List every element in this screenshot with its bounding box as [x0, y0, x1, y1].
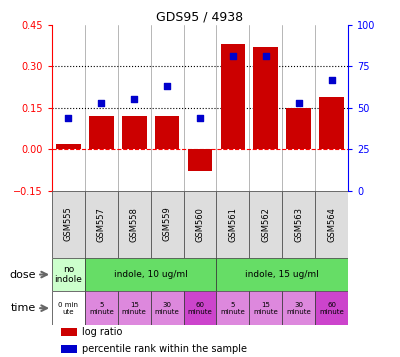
Bar: [89, 116, 114, 149]
Bar: [216, 191, 249, 258]
Text: no
indole: no indole: [54, 265, 82, 284]
Text: GSM563: GSM563: [294, 207, 303, 242]
Text: GSM559: GSM559: [163, 207, 172, 241]
Text: GSM557: GSM557: [97, 207, 106, 242]
Bar: [315, 191, 348, 258]
Bar: [315, 291, 348, 325]
Point: [98, 100, 104, 106]
Bar: [249, 291, 282, 325]
Title: GDS95 / 4938: GDS95 / 4938: [156, 11, 244, 24]
Text: indole, 15 ug/ml: indole, 15 ug/ml: [245, 270, 319, 279]
Text: percentile rank within the sample: percentile rank within the sample: [82, 344, 246, 354]
Text: dose: dose: [9, 270, 36, 280]
Text: 5
minute: 5 minute: [89, 302, 114, 315]
Text: time: time: [10, 303, 36, 313]
Text: 5
minute: 5 minute: [220, 302, 245, 315]
Bar: [319, 97, 344, 149]
Bar: [85, 258, 216, 291]
Point: [197, 115, 203, 121]
Bar: [282, 291, 315, 325]
Text: 60
minute: 60 minute: [319, 302, 344, 315]
Bar: [52, 258, 85, 291]
Text: GSM555: GSM555: [64, 207, 73, 241]
Text: GSM562: GSM562: [261, 207, 270, 242]
Bar: [118, 191, 151, 258]
Bar: [56, 144, 81, 149]
Bar: [282, 191, 315, 258]
Text: 15
minute: 15 minute: [254, 302, 278, 315]
Text: 0 min
ute: 0 min ute: [58, 302, 78, 315]
Point: [328, 77, 335, 82]
Text: 30
minute: 30 minute: [155, 302, 180, 315]
Bar: [216, 291, 249, 325]
Point: [262, 54, 269, 59]
Point: [164, 84, 170, 89]
Bar: [184, 291, 216, 325]
Bar: [85, 291, 118, 325]
Bar: [151, 291, 184, 325]
Point: [65, 115, 72, 121]
Bar: [61, 328, 77, 336]
Bar: [184, 191, 216, 258]
Text: log ratio: log ratio: [82, 327, 122, 337]
Point: [296, 100, 302, 106]
Bar: [85, 191, 118, 258]
Bar: [52, 291, 85, 325]
Point: [230, 54, 236, 59]
Bar: [151, 191, 184, 258]
Text: GSM558: GSM558: [130, 207, 139, 242]
Text: indole, 10 ug/ml: indole, 10 ug/ml: [114, 270, 188, 279]
Text: GSM560: GSM560: [196, 207, 204, 242]
Bar: [52, 191, 85, 258]
Bar: [216, 258, 348, 291]
Bar: [118, 291, 151, 325]
Text: GSM561: GSM561: [228, 207, 237, 242]
Text: 60
minute: 60 minute: [188, 302, 212, 315]
Bar: [61, 345, 77, 353]
Bar: [155, 116, 180, 149]
Text: 15
minute: 15 minute: [122, 302, 146, 315]
Bar: [249, 191, 282, 258]
Point: [131, 97, 138, 102]
Bar: [254, 47, 278, 149]
Bar: [122, 116, 146, 149]
Text: 30
minute: 30 minute: [286, 302, 311, 315]
Bar: [188, 149, 212, 171]
Bar: [220, 44, 245, 149]
Text: GSM564: GSM564: [327, 207, 336, 242]
Bar: [286, 108, 311, 149]
